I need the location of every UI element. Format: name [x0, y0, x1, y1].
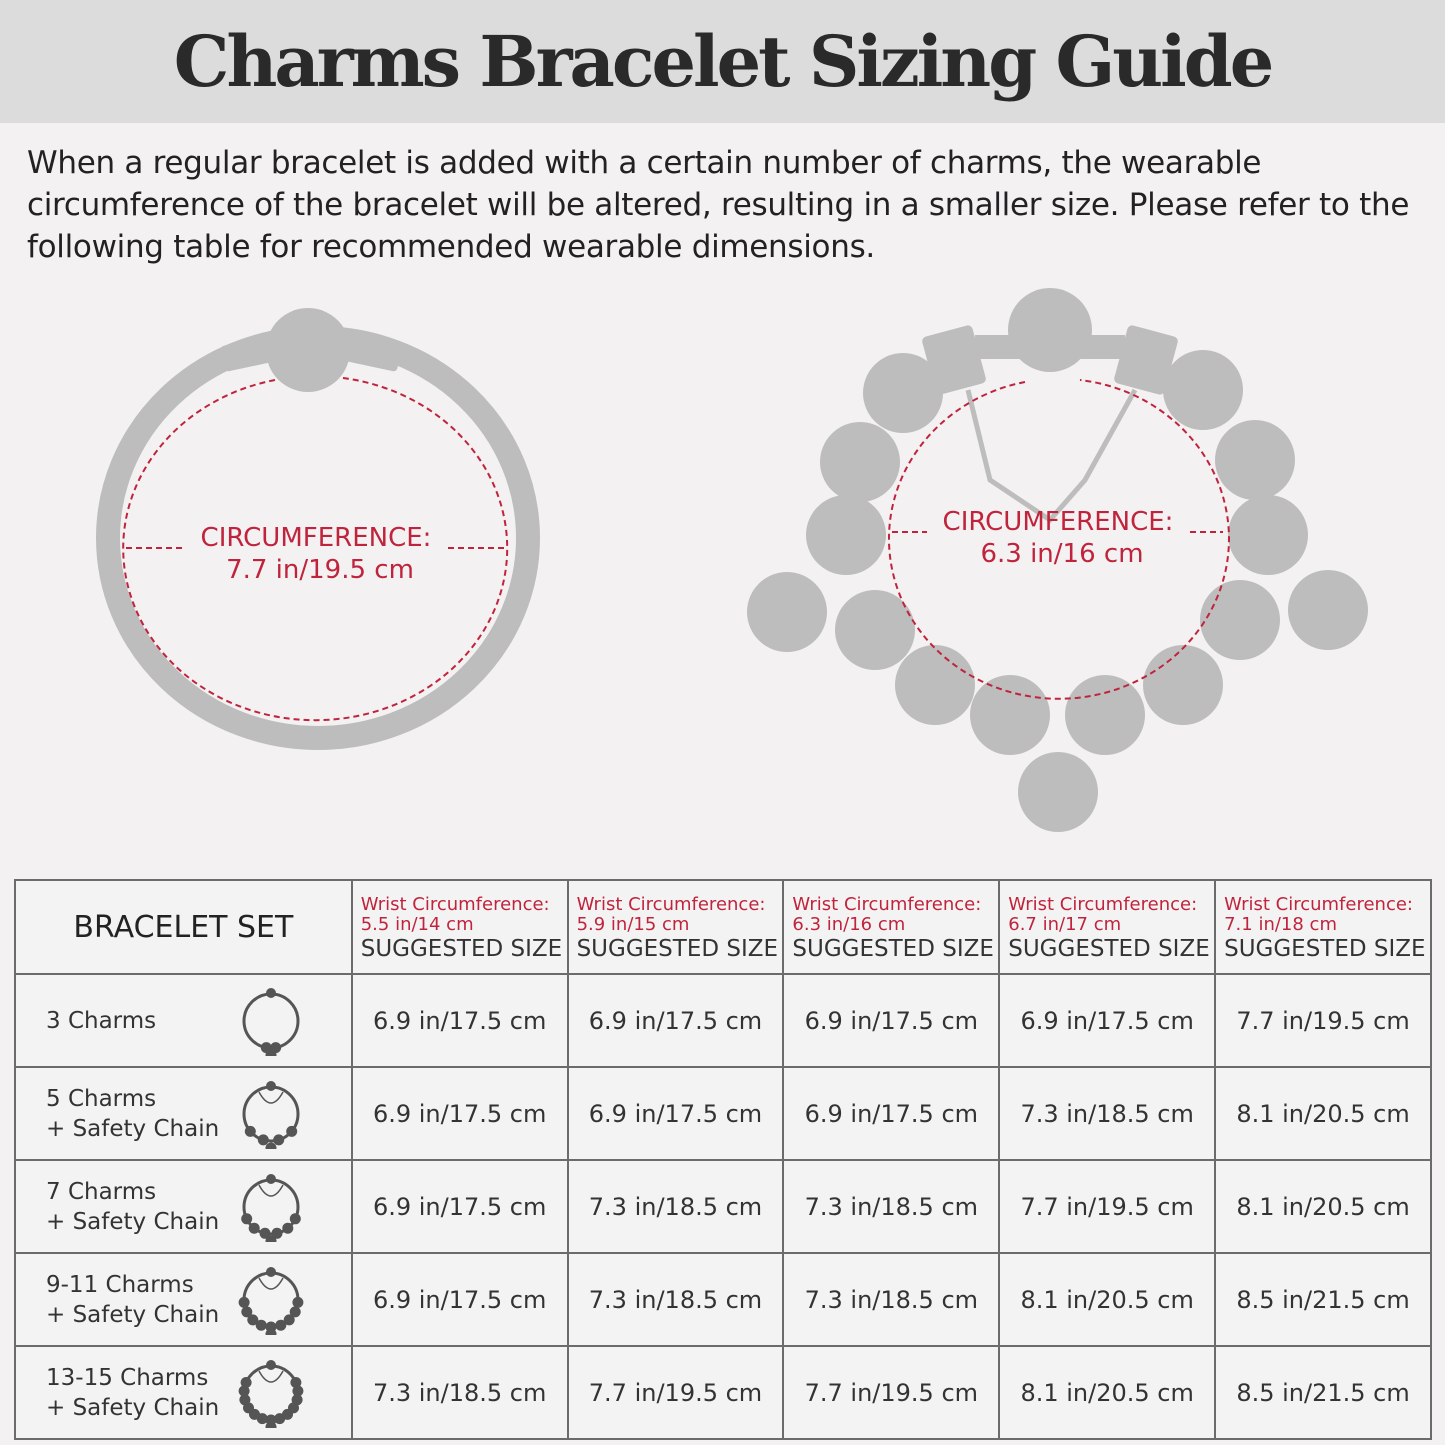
column-header: Wrist Circumference: 5.9 in/15 cm SUGGESTE… — [566, 879, 785, 975]
title-banner: Charms Bracelet Sizing Guide — [0, 0, 1445, 123]
charm-bead — [1200, 580, 1280, 660]
bracelet-set-cell: 13-15 Charms + Safety Chain — [14, 1345, 353, 1440]
table-header-row: BRACELET SET Wrist Circumference: 5.5 in/… — [14, 879, 1432, 975]
charmed-circumference-value: 6.3 in/16 cm — [980, 539, 1143, 569]
suggested-size-cell: 6.9 in/17.5 cm — [782, 1066, 1001, 1161]
set-extra: + Safety Chain — [46, 1208, 220, 1235]
suggested-size-cell: 8.5 in/21.5 cm — [1214, 1345, 1432, 1440]
suggested-size-cell: 6.9 in/17.5 cm — [998, 973, 1217, 1068]
wrist-label: Wrist Circumference: — [360, 894, 550, 915]
suggested-size-cell: 7.3 in/18.5 cm — [566, 1159, 785, 1254]
wrist-label: Wrist Circumference: — [576, 894, 766, 915]
charm-bead — [835, 590, 915, 670]
suggested-size-label: SUGGESTED SIZE — [792, 936, 994, 962]
suggested-size-label: SUGGESTED SIZE — [576, 936, 779, 962]
charm-bead — [806, 495, 886, 575]
bracelet-5-charms-icon — [242, 1080, 300, 1149]
wrist-label: Wrist Circumference: — [792, 894, 982, 915]
column-header: Wrist Circumference: 6.7 in/17 cm SUGGESTE… — [998, 879, 1217, 975]
table-row: 13-15 Charms + Safety Chain 7.3 in/18.5 cm… — [14, 1345, 1432, 1440]
suggested-size-cell: 7.3 in/18.5 cm — [350, 1345, 569, 1440]
suggested-size-cell: 7.3 in/18.5 cm — [998, 1066, 1217, 1161]
page-title: Charms Bracelet Sizing Guide — [173, 20, 1275, 103]
wrist-label: Wrist Circumference: — [1008, 894, 1198, 915]
wrist-size: 6.7 in/17 cm — [1008, 914, 1122, 935]
suggested-size-cell: 7.3 in/18.5 cm — [782, 1252, 1001, 1347]
column-header: Wrist Circumference: 6.3 in/16 cm SUGGESTE… — [782, 879, 1001, 975]
wrist-size: 7.1 in/18 cm — [1224, 914, 1337, 935]
sizing-table: BRACELET SET Wrist Circumference: 5.5 in/… — [14, 879, 1432, 1440]
suggested-size-cell: 7.7 in/19.5 cm — [1214, 973, 1432, 1068]
suggested-size-label: SUGGESTED SIZE — [360, 936, 563, 962]
suggested-size-cell: 8.5 in/21.5 cm — [1214, 1252, 1432, 1347]
suggested-size-cell: 7.7 in/19.5 cm — [782, 1345, 1001, 1440]
suggested-size-cell: 6.9 in/17.5 cm — [350, 1159, 569, 1254]
set-name: 7 Charms — [46, 1178, 157, 1205]
table-row: 9-11 Charms + Safety Chain 6.9 in/17.5 cm 7… — [14, 1252, 1432, 1347]
charm-bead — [1288, 570, 1368, 650]
regular-circumference-value: 7.7 in/19.5 cm — [226, 555, 414, 585]
suggested-size-cell: 7.7 in/19.5 cm — [998, 1159, 1217, 1254]
charm-bead — [1008, 288, 1092, 372]
suggested-size-cell: 6.9 in/17.5 cm — [566, 973, 785, 1068]
table-row: 7 Charms + Safety Chain 6.9 in/17.5 cm 7.3 … — [14, 1159, 1432, 1254]
bracelet-set-cell: 7 Charms + Safety Chain — [14, 1159, 353, 1254]
suggested-size-cell: 8.1 in/20.5 cm — [998, 1345, 1217, 1440]
set-extra: + Safety Chain — [46, 1115, 220, 1142]
suggested-size-cell: 6.9 in/17.5 cm — [566, 1066, 785, 1161]
charm-bead — [895, 645, 975, 725]
suggested-size-cell: 8.1 in/20.5 cm — [998, 1252, 1217, 1347]
set-name: 9-11 Charms — [46, 1271, 194, 1298]
suggested-size-cell: 6.9 in/17.5 cm — [350, 1066, 569, 1161]
bracelet-set-cell: 9-11 Charms + Safety Chain — [14, 1252, 353, 1347]
charm-bead — [1065, 675, 1145, 755]
suggested-size-cell: 6.9 in/17.5 cm — [782, 973, 1001, 1068]
charm-bead — [1163, 350, 1243, 430]
suggested-size-cell: 7.7 in/19.5 cm — [566, 1345, 785, 1440]
column-header: Wrist Circumference: 7.1 in/18 cm SUGGESTE… — [1214, 879, 1432, 975]
bracelet-9-11-charms-icon — [238, 1266, 304, 1335]
bracelet-diagrams: CIRCUMFERENCE: 7.7 in/19.5 cm CIRCUMFERE… — [96, 288, 1368, 832]
bracelet-set-cell: 5 Charms + Safety Chain — [14, 1066, 353, 1161]
regular-bracelet-illustration: CIRCUMFERENCE: 7.7 in/19.5 cm — [96, 308, 540, 750]
charm-bead — [747, 572, 827, 652]
suggested-size-label: SUGGESTED SIZE — [1008, 936, 1210, 962]
charm-bead — [863, 353, 943, 433]
suggested-size-cell: 7.3 in/18.5 cm — [566, 1252, 785, 1347]
suggested-size-cell: 6.9 in/17.5 cm — [350, 1252, 569, 1347]
wrist-size: 5.9 in/15 cm — [576, 914, 690, 935]
wrist-size: 5.5 in/14 cm — [360, 914, 474, 935]
wrist-label: Wrist Circumference: — [1224, 894, 1413, 915]
set-extra: + Safety Chain — [46, 1394, 220, 1421]
suggested-size-cell: 6.9 in/17.5 cm — [350, 973, 569, 1068]
wrist-size: 6.3 in/16 cm — [792, 914, 906, 935]
set-name: 5 Charms — [46, 1085, 157, 1112]
bracelet-13-15-charms-icon — [238, 1359, 304, 1428]
charm-bead — [820, 422, 900, 502]
intro-text: When a regular bracelet is added with a … — [27, 145, 1410, 265]
charmed-bracelet-illustration: CIRCUMFERENCE: 6.3 in/16 cm — [747, 288, 1368, 832]
charm-bead — [1018, 752, 1098, 832]
table-row: 5 Charms + Safety Chain 6.9 in/17.5 cm 6.9 … — [14, 1066, 1432, 1161]
suggested-size-cell: 8.1 in/20.5 cm — [1214, 1159, 1432, 1254]
suggested-size-label: SUGGESTED SIZE — [1224, 936, 1426, 962]
regular-circumference-label: CIRCUMFERENCE: — [201, 523, 432, 553]
bracelet-set-header: BRACELET SET — [14, 879, 353, 975]
suggested-size-cell: 8.1 in/20.5 cm — [1214, 1066, 1432, 1161]
bracelet-set-cell: 3 Charms — [14, 973, 353, 1068]
bracelet-3-charms-icon — [242, 987, 300, 1056]
suggested-size-cell: 7.3 in/18.5 cm — [782, 1159, 1001, 1254]
bracelet-7-charms-icon — [240, 1173, 301, 1242]
column-header: Wrist Circumference: 5.5 in/14 cm SUGGESTE… — [350, 879, 569, 975]
set-extra: + Safety Chain — [46, 1301, 220, 1328]
set-name: 3 Charms — [46, 1007, 157, 1034]
charm-bead — [970, 675, 1050, 755]
set-name: 13-15 Charms — [46, 1364, 209, 1391]
table-row: 3 Charms 6.9 in/17.5 cm 6.9 in/17.5 cm 6.9 … — [14, 973, 1432, 1068]
charm-bead — [1215, 420, 1295, 500]
charm-bead — [1228, 495, 1308, 575]
charmed-circumference-label: CIRCUMFERENCE: — [943, 507, 1174, 537]
charm-bead — [1143, 645, 1223, 725]
